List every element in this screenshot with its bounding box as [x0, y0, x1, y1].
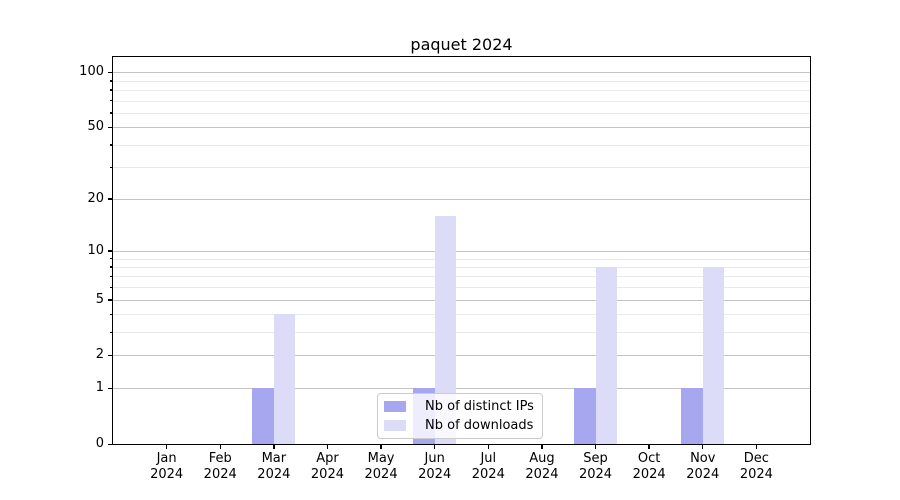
- y-axis-tick-label: 100: [79, 64, 104, 80]
- x-axis-tick-label: Aug 2024: [525, 451, 559, 482]
- minor-gridline: [113, 80, 810, 82]
- chart-title: paquet 2024: [410, 35, 513, 54]
- x-axis-tick-label: Apr 2024: [310, 451, 344, 482]
- x-tick-mark: [380, 445, 382, 449]
- x-axis-tick-label: Oct 2024: [632, 451, 666, 482]
- minor-gridline: [113, 287, 810, 289]
- x-tick-mark: [541, 445, 543, 449]
- legend-entry: Nb of distinct IPs: [378, 398, 542, 416]
- minor-gridline: [113, 266, 810, 268]
- y-minor-tick-mark: [109, 266, 112, 268]
- x-tick-mark: [219, 445, 221, 449]
- y-minor-tick-mark: [109, 100, 112, 102]
- minor-gridline: [113, 276, 810, 278]
- y-minor-tick-mark: [109, 166, 112, 169]
- minor-gridline: [113, 258, 810, 260]
- y-tick-mark: [108, 198, 112, 200]
- x-tick-mark: [487, 445, 489, 449]
- minor-gridline: [113, 112, 810, 114]
- y-tick-mark: [108, 299, 112, 301]
- bar: [702, 267, 725, 444]
- x-axis-tick-label: Jun 2024: [418, 451, 452, 482]
- y-minor-tick-mark: [109, 80, 112, 82]
- minor-gridline: [113, 314, 810, 316]
- y-tick-mark: [108, 387, 112, 390]
- x-axis-tick-label: Jul 2024: [471, 451, 505, 482]
- x-axis-tick-label: May 2024: [364, 451, 398, 482]
- y-axis-tick-label: 10: [87, 242, 104, 258]
- major-gridline: [113, 127, 810, 129]
- x-tick-mark: [648, 445, 650, 449]
- y-axis-tick-label: 50: [87, 119, 104, 135]
- x-tick-mark: [755, 445, 758, 449]
- x-axis-tick-label: Nov 2024: [686, 451, 720, 482]
- y-axis-tick-label: 20: [87, 190, 104, 206]
- minor-gridline: [113, 167, 810, 169]
- y-tick-mark: [108, 126, 112, 129]
- y-axis-tick-label: 0: [95, 436, 104, 451]
- plot-area: [112, 56, 811, 445]
- legend: Nb of distinct IPs Nb of downloads: [377, 393, 543, 439]
- y-minor-tick-mark: [109, 331, 112, 334]
- y-axis-tick-label: 2: [95, 347, 104, 363]
- bar: [434, 215, 457, 444]
- major-gridline: [113, 250, 810, 252]
- y-minor-tick-mark: [109, 144, 112, 146]
- y-axis-tick-label: 5: [95, 291, 104, 307]
- x-axis-tick-label: Feb 2024: [203, 451, 237, 482]
- bar: [681, 388, 703, 444]
- legend-label: Nb of downloads: [425, 418, 534, 433]
- major-gridline: [113, 72, 810, 74]
- y-tick-mark: [108, 354, 112, 357]
- x-tick-mark: [326, 445, 329, 449]
- x-tick-mark: [273, 445, 275, 449]
- y-minor-tick-mark: [109, 112, 112, 114]
- y-tick-mark: [108, 71, 112, 74]
- x-tick-mark: [165, 445, 168, 449]
- legend-swatch: [384, 420, 406, 431]
- legend-swatch: [384, 401, 406, 412]
- x-axis-tick-label: Jan 2024: [150, 451, 184, 482]
- major-gridline: [113, 355, 810, 357]
- x-tick-mark: [433, 445, 436, 449]
- x-axis-tick-label: Mar 2024: [257, 451, 291, 482]
- major-gridline: [113, 299, 810, 301]
- legend-label: Nb of distinct IPs: [425, 399, 534, 414]
- y-tick-mark: [108, 250, 112, 252]
- x-axis-tick-label: Sep 2024: [578, 451, 613, 482]
- y-axis-tick-label: 1: [95, 380, 104, 396]
- major-gridline: [113, 388, 810, 390]
- y-tick-mark: [108, 443, 112, 445]
- legend-entry: Nb of downloads: [378, 417, 542, 435]
- bar: [574, 388, 596, 444]
- bar: [252, 388, 274, 444]
- minor-gridline: [113, 144, 810, 146]
- x-axis-tick-label: Dec 2024: [739, 451, 773, 482]
- bar: [273, 314, 296, 444]
- major-gridline: [113, 198, 810, 200]
- minor-gridline: [113, 332, 810, 334]
- y-minor-tick-mark: [109, 258, 112, 260]
- x-tick-mark: [594, 445, 597, 449]
- bar: [595, 267, 618, 444]
- y-minor-tick-mark: [109, 275, 112, 278]
- minor-gridline: [113, 89, 810, 91]
- y-minor-tick-mark: [109, 286, 112, 289]
- x-tick-mark: [702, 445, 704, 449]
- minor-gridline: [113, 100, 810, 102]
- y-minor-tick-mark: [109, 313, 112, 316]
- y-minor-tick-mark: [109, 89, 112, 91]
